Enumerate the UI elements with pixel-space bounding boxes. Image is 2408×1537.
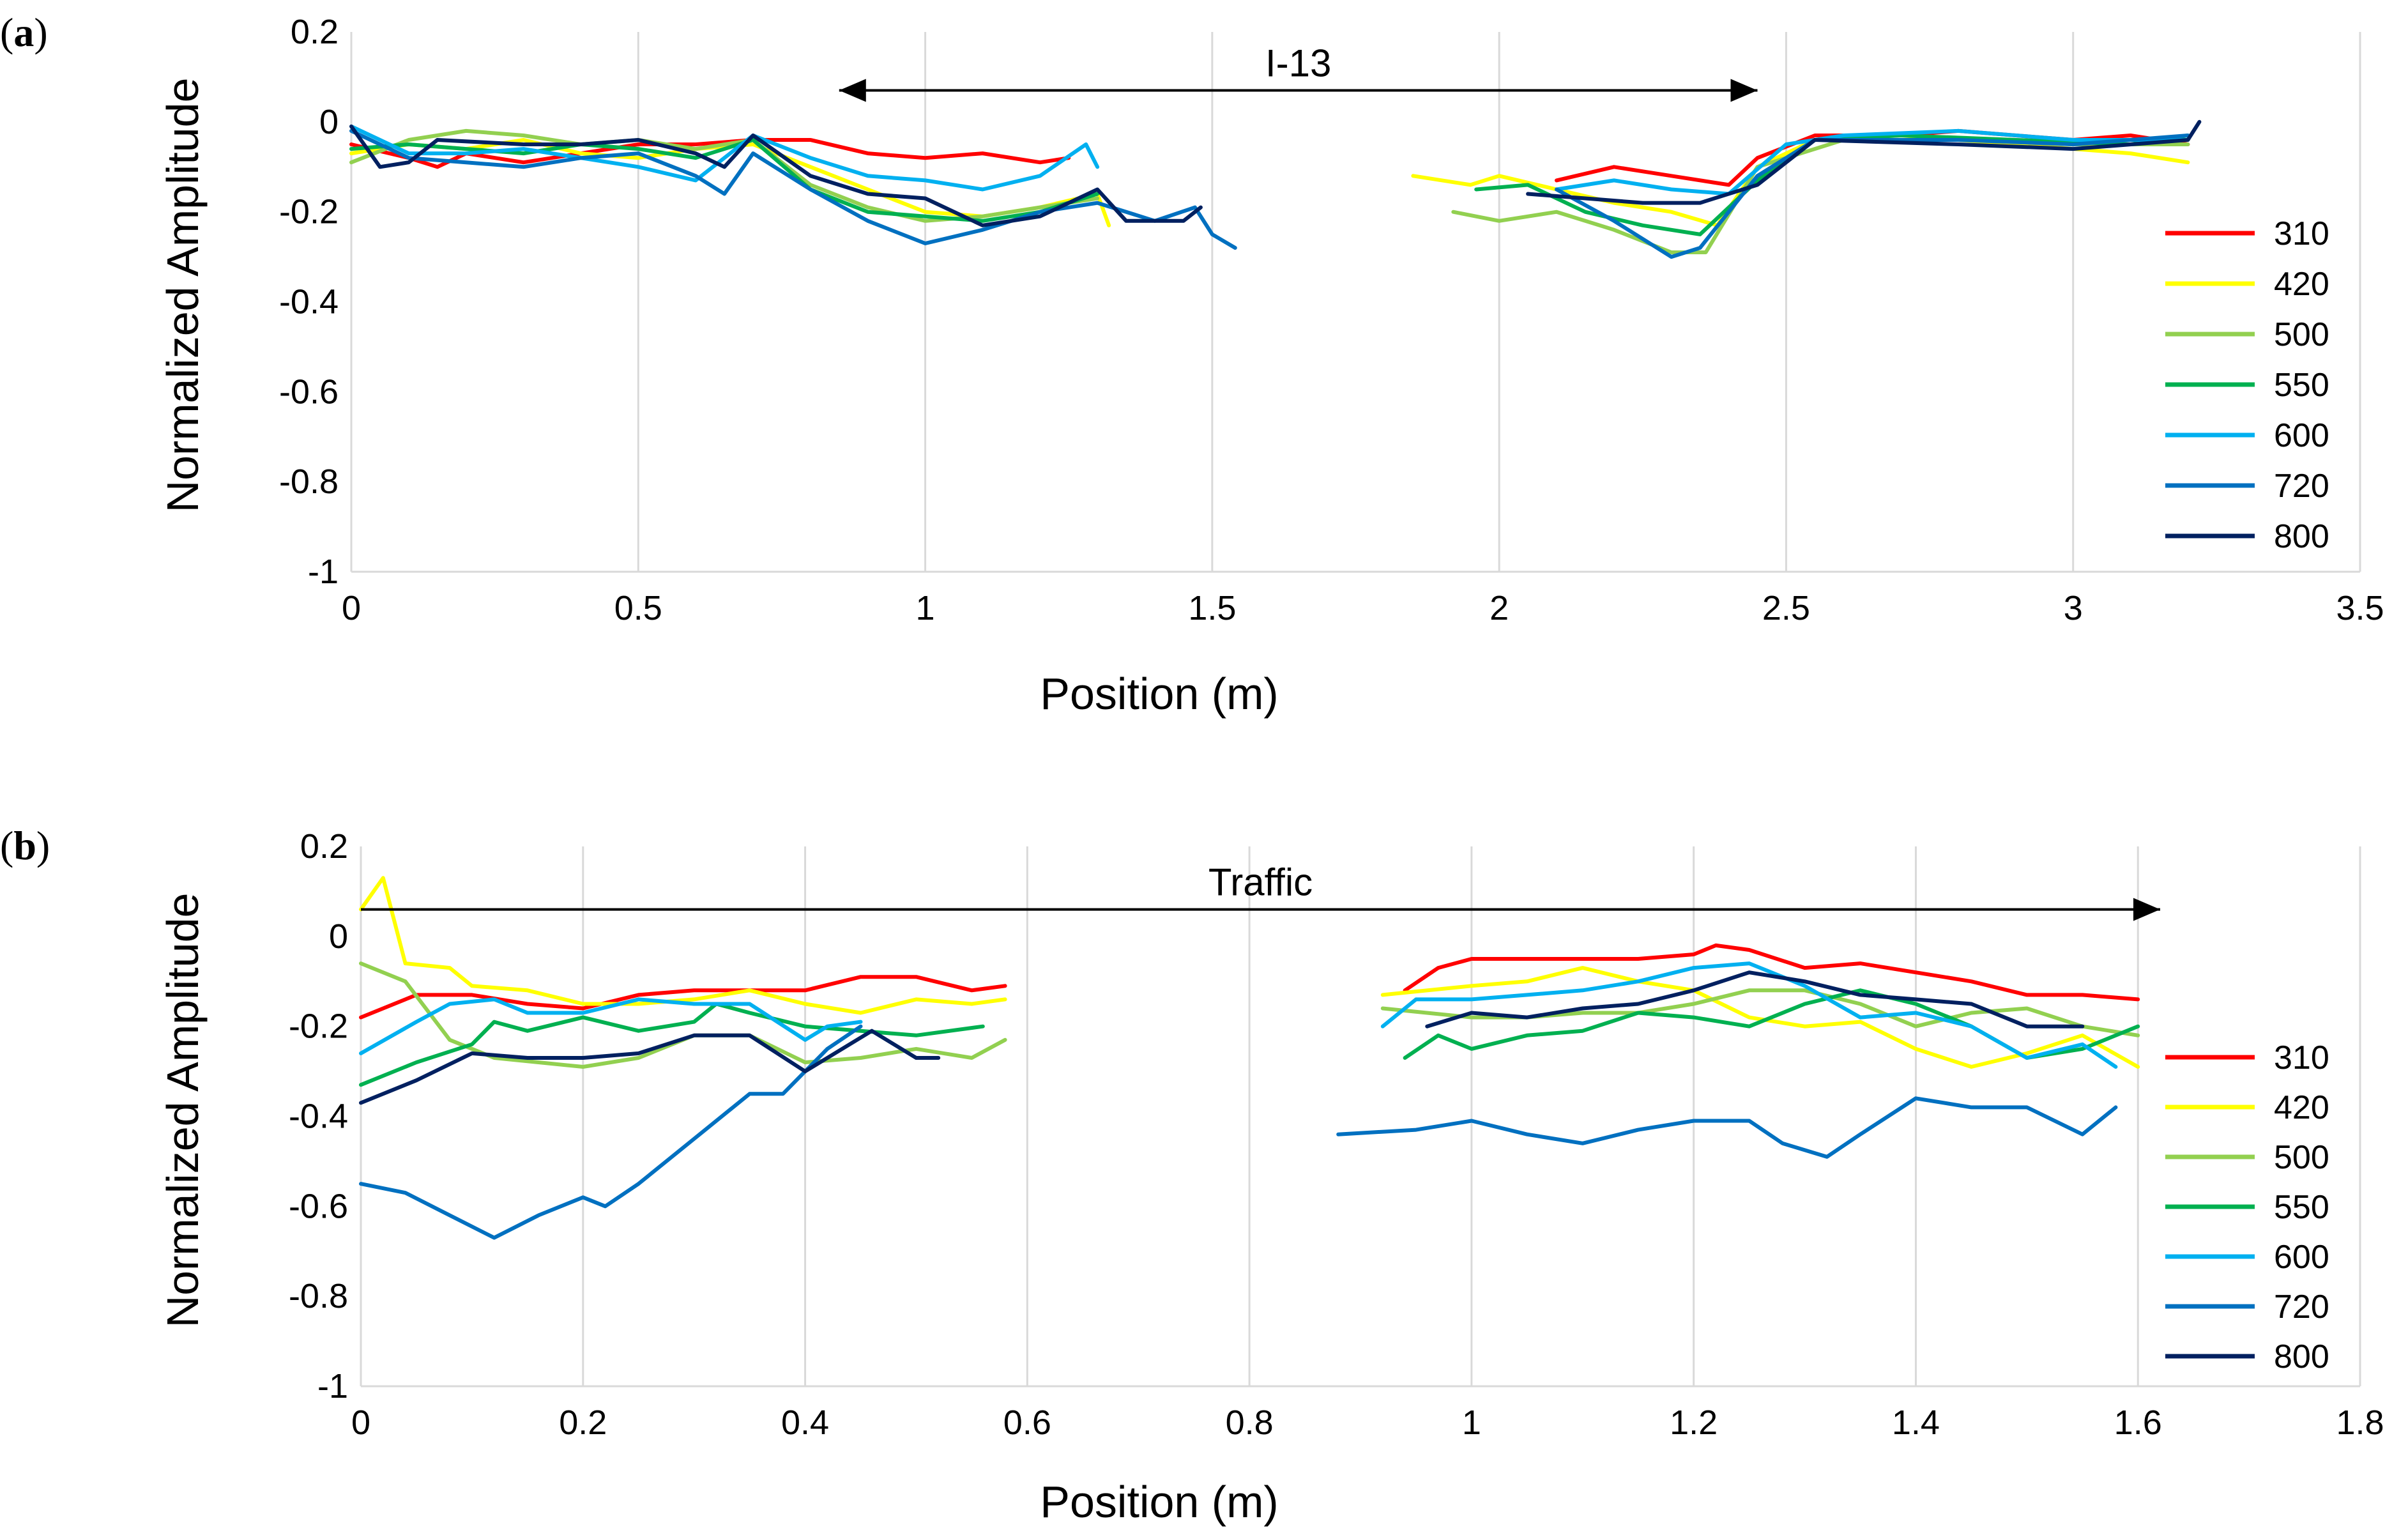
panel-a-legend: 310 420 500 550 600 720 800 <box>2165 215 2329 555</box>
series-line-720 <box>1336 1096 2118 1159</box>
y-tick-label: -0.4 <box>279 283 339 321</box>
x-tick-label: 2 <box>1490 589 1509 627</box>
x-tick-label: 1.5 <box>1188 589 1236 627</box>
panel-b-gridlines <box>360 846 2361 1388</box>
legend-label-600: 600 <box>2274 1239 2329 1276</box>
series-line-600 <box>1380 961 2118 1069</box>
panel-a-x-axis-title: Position (m) <box>1040 669 1278 719</box>
panel-b-x-ticks: 0 0.2 0.4 0.6 0.8 1 1.2 1.4 1.6 1.8 <box>351 1403 2384 1442</box>
annotation-arrowhead <box>2133 898 2160 921</box>
panel-b-legend: 310 420 500 550 600 720 800 <box>2165 1039 2329 1375</box>
x-tick-label: 0.2 <box>559 1403 607 1442</box>
y-tick-label: -1 <box>317 1367 348 1405</box>
legend-label-800: 800 <box>2274 518 2329 555</box>
x-tick-label: 2.5 <box>1762 589 1810 627</box>
panel-a-label: (a) <box>0 10 48 55</box>
panel-a-y-ticks: 0.2 0 -0.2 -0.4 -0.6 -0.8 -1 <box>279 13 339 591</box>
y-tick-label: -0.6 <box>289 1187 348 1225</box>
annotation-arrowhead <box>839 79 866 102</box>
legend-label-720: 720 <box>2274 1288 2329 1326</box>
panel-b-x-axis-title: Position (m) <box>1040 1477 1278 1527</box>
legend-label-600: 600 <box>2274 417 2329 454</box>
x-tick-label: 1.6 <box>2114 1403 2162 1442</box>
series-line-600 <box>359 997 863 1055</box>
panel-a: (a) 0.2 0 -0.2 -0.4 -0.6 -0.8 -1 0 0.5 1 1.5 2 2.5 3… <box>0 10 2384 719</box>
series-line-420 <box>359 876 1007 1015</box>
series-line-420 <box>1380 966 2140 1069</box>
panel-b-label: (b) <box>0 823 50 868</box>
legend-label-550: 550 <box>2274 367 2329 404</box>
panel-b-annotation-label: Traffic <box>1208 861 1313 904</box>
panel-b-annotation <box>361 898 2160 921</box>
x-tick-label: 0.5 <box>614 589 662 627</box>
x-tick-label: 0.8 <box>1226 1403 1274 1442</box>
annotation-arrowhead <box>1730 79 1758 102</box>
series-line-500 <box>349 128 1100 223</box>
y-tick-label: -0.2 <box>289 1007 348 1046</box>
series-line-550 <box>359 1002 985 1087</box>
y-tick-label: 0.2 <box>291 13 339 51</box>
y-tick-label: 0.2 <box>300 827 348 866</box>
legend-label-500: 500 <box>2274 316 2329 353</box>
legend-label-420: 420 <box>2274 1089 2329 1126</box>
legend-label-550: 550 <box>2274 1189 2329 1226</box>
legend-label-500: 500 <box>2274 1139 2329 1176</box>
x-tick-label: 1.4 <box>1892 1403 1940 1442</box>
series-line-550 <box>1474 134 2190 236</box>
x-tick-label: 1.8 <box>2336 1403 2384 1442</box>
x-tick-label: 0.4 <box>781 1403 829 1442</box>
series-line-800 <box>359 1028 941 1105</box>
series-line-310 <box>1403 943 2140 1002</box>
legend-label-420: 420 <box>2274 266 2329 303</box>
series-line-720 <box>359 1024 863 1240</box>
panel-a-gridlines <box>350 32 2361 573</box>
panel-a-series <box>349 119 2202 259</box>
series-line-800 <box>349 124 1203 227</box>
panel-b: (b) 0.2 0 -0.2 -0.4 -0.6 -0.8 -1 0 0.2 0.4 0.6 0.8… <box>0 823 2384 1527</box>
y-tick-label: -0.6 <box>279 372 339 411</box>
x-tick-label: 1.2 <box>1670 1403 1718 1442</box>
series-line-800 <box>1425 970 2085 1028</box>
panel-a-y-axis-title: Normalized Amplitude <box>158 78 208 513</box>
panel-a-annotation <box>839 79 1758 102</box>
series-line-800 <box>1526 119 2202 205</box>
x-tick-label: 1 <box>1462 1403 1481 1442</box>
y-tick-label: 0 <box>329 917 348 956</box>
x-tick-label: 0 <box>342 589 361 627</box>
y-tick-label: -0.4 <box>289 1097 348 1136</box>
panel-a-annotation-label: I-13 <box>1265 42 1331 85</box>
series-line-720 <box>1555 134 2190 259</box>
panel-b-y-axis-title: Normalized Amplitude <box>158 893 208 1328</box>
y-tick-label: -1 <box>308 553 339 591</box>
y-tick-label: -0.8 <box>279 463 339 501</box>
legend-label-310: 310 <box>2274 215 2329 252</box>
x-tick-label: 1 <box>916 589 935 627</box>
panel-a-x-ticks: 0 0.5 1 1.5 2 2.5 3 3.5 <box>342 589 2384 627</box>
y-tick-label: -0.2 <box>279 193 339 231</box>
x-tick-label: 0.6 <box>1003 1403 1051 1442</box>
x-tick-label: 3 <box>2064 589 2083 627</box>
x-tick-label: 3.5 <box>2336 589 2384 627</box>
panel-b-series <box>359 876 2140 1240</box>
x-tick-label: 0 <box>351 1403 370 1442</box>
series-line-310 <box>359 975 1007 1020</box>
legend-label-310: 310 <box>2274 1039 2329 1076</box>
y-tick-label: 0 <box>319 103 339 141</box>
panel-b-y-ticks: 0.2 0 -0.2 -0.4 -0.6 -0.8 -1 <box>289 827 348 1405</box>
series-line-600 <box>1555 128 2190 196</box>
y-tick-label: -0.8 <box>289 1277 348 1315</box>
legend-label-720: 720 <box>2274 468 2329 505</box>
legend-label-800: 800 <box>2274 1338 2329 1375</box>
